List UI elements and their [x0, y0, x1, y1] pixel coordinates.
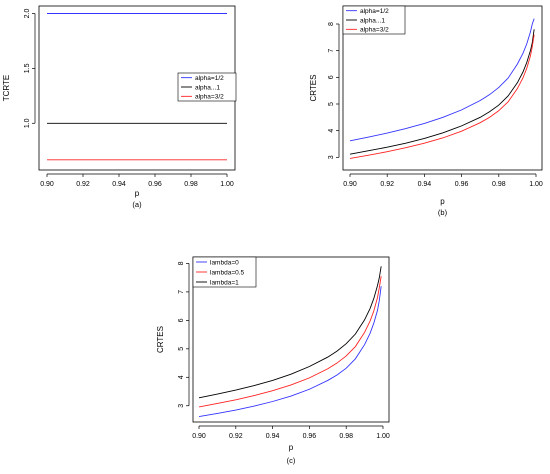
- x-axis-title: p: [135, 189, 140, 198]
- legend-label: alpha=1/2: [360, 8, 389, 15]
- x-tick-label: 0.94: [418, 181, 432, 188]
- y-tick-label: 3: [328, 155, 335, 159]
- chart-panel-c: 0.90 0.92 0.94 0.96 0.98 1.00 3 4 5 6 7 8 CRTES p (c) l…: [156, 256, 390, 465]
- legend-label: alpha=1/2: [195, 75, 224, 82]
- y-tick-label: 6: [328, 75, 335, 79]
- legend: alpha=1/2 alpha...1 alpha=3/2: [177, 72, 237, 102]
- x-tick-label: 1.00: [376, 433, 390, 440]
- x-tick-label: 0.90: [192, 433, 206, 440]
- legend-label: lambda=1: [210, 279, 239, 286]
- x-tick-label: 0.90: [343, 181, 357, 188]
- y-tick-label: 2.0: [24, 9, 31, 19]
- x-tick-label: 0.98: [339, 433, 353, 440]
- legend: alpha=1/2 alpha...1 alpha=3/2: [342, 5, 406, 35]
- series-line-lambda-0-5: [198, 276, 382, 408]
- x-tick-label: 0.92: [229, 433, 243, 440]
- y-tick-label: 1.0: [24, 118, 31, 128]
- y-axis-title: CRTES: [156, 326, 165, 353]
- series-line-lambda-0: [198, 286, 382, 418]
- legend-label: alpha...1: [360, 17, 385, 24]
- x-axis-title: p: [289, 443, 294, 452]
- x-tick-label: 1.00: [529, 181, 543, 188]
- series-line-alpha-1: [349, 29, 535, 155]
- y-tick-label: 6: [178, 318, 185, 322]
- legend-label: alpha=3/2: [195, 94, 224, 101]
- y-tick-label: 5: [178, 347, 185, 351]
- panel-caption: (b): [438, 208, 448, 217]
- plot-frame: [192, 256, 390, 423]
- x-tick-label: 0.98: [184, 181, 198, 188]
- y-tick-label: 5: [328, 102, 335, 106]
- x-tick-label: 0.96: [148, 181, 162, 188]
- y-axis-title: TCRTE: [2, 75, 11, 102]
- y-tick-label: 8: [328, 22, 335, 26]
- chart-panel-b: 0.90 0.92 0.94 0.96 0.98 1.00 3 4 5 6 7 8 CRTES p (b) a…: [309, 5, 543, 217]
- x-tick-label: 0.94: [266, 433, 280, 440]
- panel-caption: (a): [132, 200, 142, 209]
- x-tick-label: 0.98: [492, 181, 506, 188]
- x-tick-label: 0.92: [76, 181, 90, 188]
- legend-label: alpha=3/2: [360, 27, 389, 34]
- chart-panel-a: 0.90 0.92 0.94 0.96 0.98 1.00 1.0 1.5 2.0 TCRTE p (…: [2, 5, 237, 209]
- x-tick-label: 1.00: [220, 181, 234, 188]
- y-tick-label: 7: [328, 49, 335, 53]
- plot-frame: [342, 5, 543, 171]
- x-tick-label: 0.92: [380, 181, 394, 188]
- legend-label: lambda=0.5: [210, 269, 245, 276]
- y-tick-label: 1.5: [24, 63, 31, 73]
- legend-label: alpha...1: [195, 84, 220, 91]
- x-axis-title: p: [440, 197, 445, 206]
- series-line-alpha-1-2: [349, 18, 535, 142]
- series-line-lambda-1: [198, 266, 382, 399]
- y-axis-title: CRTES: [309, 75, 318, 102]
- x-tick-label: 0.94: [112, 181, 126, 188]
- y-tick-label: 3: [178, 404, 185, 408]
- panel-caption: (c): [287, 456, 296, 465]
- y-tick-label: 7: [178, 290, 185, 294]
- y-tick-label: 8: [178, 261, 185, 265]
- x-tick-label: 0.90: [40, 181, 54, 188]
- y-tick-label: 4: [178, 375, 185, 379]
- legend: lambda=0 lambda=0.5 lambda=1: [192, 256, 257, 288]
- series-line-alpha-3-2: [349, 34, 535, 159]
- legend-label: lambda=0: [210, 259, 239, 266]
- y-tick-label: 4: [328, 129, 335, 133]
- x-tick-label: 0.96: [455, 181, 469, 188]
- x-tick-label: 0.96: [303, 433, 317, 440]
